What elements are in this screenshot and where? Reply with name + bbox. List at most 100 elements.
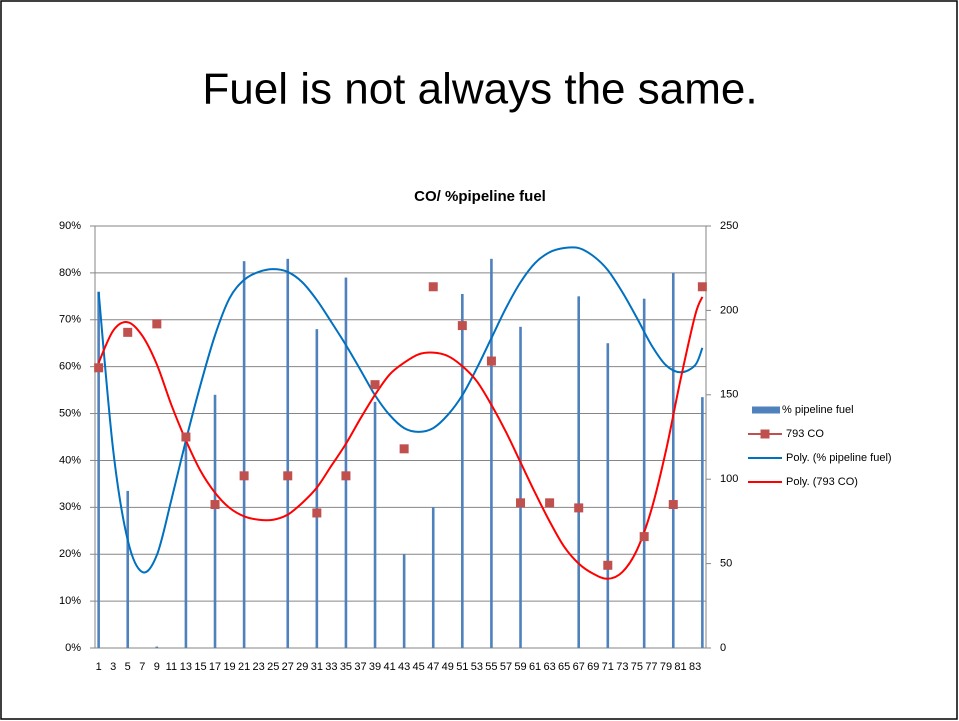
x-tick-label: 63 <box>543 661 555 673</box>
marker <box>574 503 584 513</box>
y2-tick-label: 0 <box>720 642 726 654</box>
y-tick-label: 40% <box>59 454 81 466</box>
bar <box>671 272 675 648</box>
trendline <box>97 296 704 580</box>
legend-label: % pipeline fuel <box>782 404 854 416</box>
y2-tick-label: 50 <box>720 558 732 570</box>
bar <box>402 554 406 648</box>
x-tick-label: 1 <box>96 661 102 673</box>
marker <box>668 500 678 510</box>
y2-tick-label: 200 <box>720 304 738 316</box>
bar <box>642 298 646 648</box>
y-tick-label: 50% <box>59 407 81 419</box>
x-tick-label: 35 <box>340 661 352 673</box>
bar <box>606 343 610 648</box>
y2-tick-label: 250 <box>720 220 738 232</box>
x-tick-label: 5 <box>125 661 131 673</box>
chart-title: CO/ %pipeline fuel <box>414 188 546 205</box>
x-tick-label: 45 <box>413 661 425 673</box>
marker <box>457 321 467 331</box>
x-tick-label: 19 <box>223 661 235 673</box>
y-tick-label: 20% <box>59 548 81 560</box>
x-tick-label: 15 <box>194 661 206 673</box>
x-tick-label: 41 <box>383 661 395 673</box>
bar <box>431 507 435 648</box>
x-tick-label: 55 <box>485 661 497 673</box>
x-tick-label: 7 <box>139 661 145 673</box>
bar <box>461 293 464 648</box>
slide-title: Fuel is not always the same. <box>202 65 757 114</box>
marker <box>486 356 496 366</box>
x-tick-label: 37 <box>354 661 366 673</box>
x-tick-label: 61 <box>529 661 541 673</box>
marker <box>639 532 649 542</box>
x-tick-label: 59 <box>514 661 526 673</box>
y-tick-label: 30% <box>59 501 81 513</box>
x-tick-label: 31 <box>311 661 323 673</box>
marker <box>283 471 293 481</box>
bar <box>373 401 377 648</box>
legend-label: 793 CO <box>786 428 824 440</box>
marker <box>399 444 409 454</box>
x-tick-label: 43 <box>398 661 410 673</box>
legend-swatch <box>752 406 780 414</box>
marker <box>545 498 555 508</box>
x-tick-label: 11 <box>166 661 177 673</box>
bar <box>344 277 348 648</box>
x-tick-label: 79 <box>660 661 672 673</box>
y-tick-label: 80% <box>59 267 81 279</box>
x-tick-label: 53 <box>471 661 483 673</box>
x-tick-label: 21 <box>238 661 250 673</box>
x-tick-label: 9 <box>154 661 160 673</box>
bar <box>184 437 188 648</box>
marker <box>210 500 220 510</box>
bar <box>577 296 581 648</box>
legend-marker <box>760 429 770 439</box>
x-tick-label: 29 <box>296 661 308 673</box>
x-tick-label: 47 <box>427 661 439 673</box>
marker <box>123 327 133 337</box>
x-tick-label: 13 <box>180 661 192 673</box>
bar <box>490 258 493 648</box>
marker <box>312 508 322 518</box>
marker <box>428 282 438 292</box>
x-tick-label: 57 <box>500 661 512 673</box>
marker <box>341 471 351 481</box>
legend-label: Poly. (% pipeline fuel) <box>786 452 892 464</box>
y2-tick-label: 150 <box>720 389 738 401</box>
marker <box>516 498 526 508</box>
x-tick-label: 49 <box>442 661 454 673</box>
marker <box>239 471 249 481</box>
bar <box>213 394 217 648</box>
x-tick-label: 67 <box>573 661 585 673</box>
bar <box>242 261 246 648</box>
x-tick-label: 71 <box>602 661 614 673</box>
x-tick-label: 51 <box>456 661 468 673</box>
x-tick-label: 17 <box>209 661 221 673</box>
x-tick-label: 39 <box>369 661 381 673</box>
x-tick-label: 33 <box>325 661 337 673</box>
y-tick-label: 90% <box>59 220 81 232</box>
bar <box>155 646 159 648</box>
x-tick-label: 77 <box>645 661 657 673</box>
y-tick-label: 70% <box>59 314 81 326</box>
legend-label: Poly. (793 CO) <box>786 476 858 488</box>
y-tick-label: 60% <box>59 361 81 373</box>
y2-tick-label: 100 <box>720 473 738 485</box>
marker <box>181 432 191 442</box>
marker <box>370 380 380 390</box>
bar <box>97 291 100 648</box>
x-tick-label: 65 <box>558 661 570 673</box>
bar <box>126 490 130 648</box>
trendline <box>97 246 704 574</box>
x-tick-label: 83 <box>689 661 701 673</box>
x-tick-label: 23 <box>253 661 265 673</box>
x-tick-label: 81 <box>674 661 686 673</box>
marker <box>152 319 162 329</box>
y-tick-label: 10% <box>59 595 81 607</box>
marker <box>603 560 613 570</box>
x-tick-label: 25 <box>267 661 279 673</box>
